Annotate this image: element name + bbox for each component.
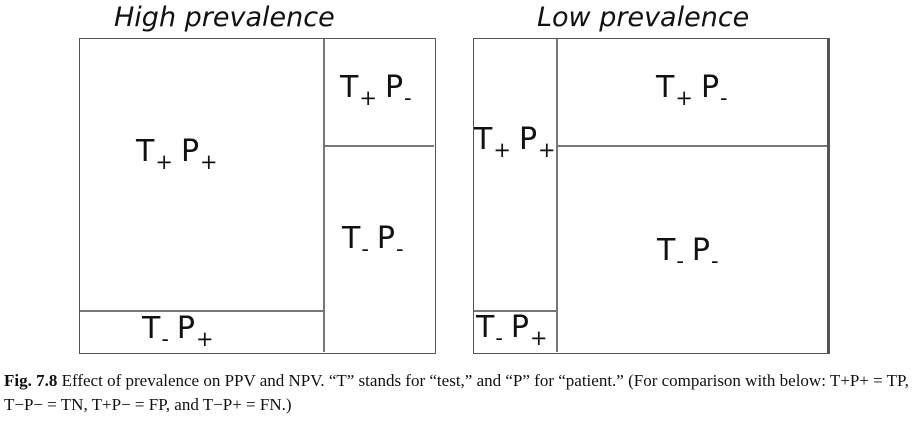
divider-vertical <box>323 39 325 352</box>
true-positive-cell-label: T+ P+ <box>474 122 556 162</box>
false-positive-cell-label: T+ P- <box>340 70 412 110</box>
divider-left-horizontal <box>80 310 324 312</box>
figure-caption-text: Effect of prevalence on PPV and NPV. “T”… <box>4 371 909 414</box>
divider-right-horizontal <box>557 145 827 147</box>
false-negative-cell-label: T- P+ <box>142 311 214 351</box>
false-negative-cell-label: T- P+ <box>476 310 548 350</box>
low-prevalence-diagram: T+ P+ T+ P- T- P- T- P+ <box>473 38 830 354</box>
true-negative-cell-label: T- P- <box>657 233 719 273</box>
true-positive-cell-label: T+ P+ <box>136 134 218 174</box>
divider-left-horizontal <box>474 310 557 312</box>
true-negative-cell-label: T- P- <box>342 221 404 261</box>
high-prevalence-title: High prevalence <box>114 2 335 33</box>
false-positive-cell-label: T+ P- <box>656 70 728 110</box>
divider-right-horizontal <box>324 145 434 147</box>
figure-caption: Fig. 7.8 Effect of prevalence on PPV and… <box>4 369 909 417</box>
figure-label: Fig. 7.8 <box>4 371 58 390</box>
high-prevalence-diagram: T+ P+ T+ P- T- P- T- P+ <box>79 38 436 354</box>
low-prevalence-title: Low prevalence <box>537 2 750 33</box>
divider-vertical <box>556 39 558 352</box>
